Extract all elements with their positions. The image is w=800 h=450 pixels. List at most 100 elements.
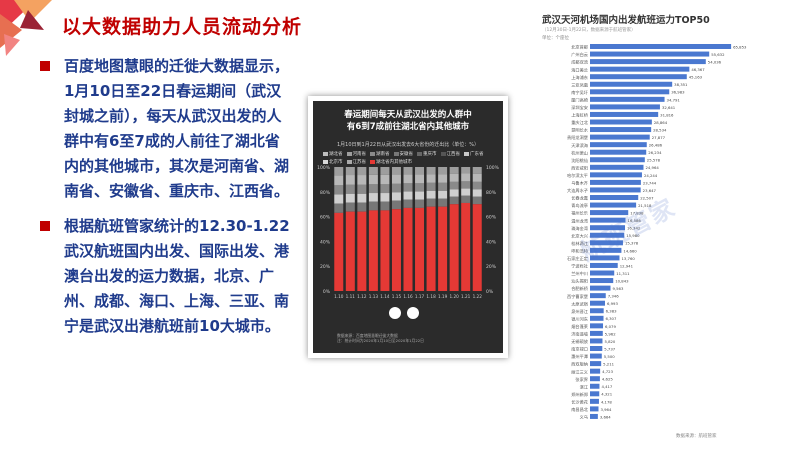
capacity-bar — [590, 74, 687, 80]
legend-label: 河南省 — [352, 152, 367, 157]
category-label: 惠州平潭 — [571, 353, 588, 360]
category-label: 沈阳桃仙 — [571, 157, 588, 164]
value-label: 3,964 — [600, 407, 611, 412]
y-tick-label: 100% — [317, 165, 331, 171]
legend-swatch — [417, 152, 422, 156]
legend-swatch — [464, 152, 469, 156]
y-tick-label: 40% — [486, 239, 497, 245]
capacity-bar — [590, 127, 652, 133]
x-tick-label: 1.14 — [380, 294, 390, 299]
value-label: 4,321 — [601, 392, 612, 397]
migration-chart-panel: 春运期间每天从武汉出发的人群中 有6到7成前往湖北省内其他城市 1月10日到1月… — [313, 101, 503, 353]
bar-segment-other — [426, 190, 436, 199]
x-tick-label: 1.11 — [346, 294, 356, 299]
value-label: 11,311 — [616, 271, 630, 276]
bar-segment-other — [426, 167, 436, 175]
bar-segment-other — [426, 174, 436, 183]
x-tick-label: 1.12 — [357, 294, 367, 299]
value-label: 31,816 — [660, 112, 674, 117]
category-label: 成都双流 — [571, 59, 589, 66]
y-tick-label: 80% — [486, 190, 497, 196]
category-label: 青岛流亭 — [571, 202, 588, 209]
capacity-bar — [590, 406, 599, 412]
bar-segment-other — [334, 194, 344, 204]
category-label: 珠海金湾 — [571, 225, 588, 232]
value-label: 34,791 — [667, 97, 681, 102]
value-label: 28,534 — [653, 127, 667, 132]
chart-subtitle: 1月10日到1月22日从武汉出发去6大省份的迁出比（单位：%） — [336, 142, 480, 148]
value-label: 45,163 — [689, 75, 703, 80]
value-label: 24,244 — [644, 173, 658, 178]
capacity-bar — [590, 391, 600, 397]
value-label: 36,983 — [671, 90, 685, 95]
capacity-bar — [590, 210, 629, 216]
value-label: 14,660 — [623, 248, 637, 253]
capacity-bar — [590, 330, 603, 336]
category-label: 无锡硕放 — [571, 338, 589, 345]
category-label: 汕头揭阳 — [571, 278, 588, 285]
bar-segment-other — [391, 192, 401, 201]
bar-segment-other — [403, 199, 413, 208]
capacity-bar — [590, 187, 641, 193]
legend-swatch — [346, 152, 352, 156]
bar-segment-other — [345, 184, 355, 194]
legend-swatch — [370, 160, 375, 164]
capacity-bar — [590, 353, 602, 359]
bar-segment-other — [380, 193, 390, 202]
x-tick-label: 1.17 — [415, 294, 425, 299]
bar-segment-other — [461, 188, 471, 196]
category-label: 重庆江北 — [571, 119, 589, 126]
value-label: 10,843 — [615, 278, 629, 283]
top50-chart-subtitle: （12月30日-1月22日，数据来源于航班管家） — [542, 28, 636, 33]
category-label: 厦门高崎 — [571, 96, 589, 103]
bar-segment-other — [345, 167, 355, 176]
bar-segment-other — [403, 183, 413, 192]
top50-chart-footer: 数据来源：航班管家 — [676, 434, 717, 439]
legend-item: 湖北省内其他城市 — [370, 159, 412, 165]
bar-segment-other — [426, 198, 436, 207]
capacity-bar — [590, 270, 615, 276]
capacity-bar — [590, 262, 618, 268]
media-logo-icon — [407, 307, 419, 319]
bar-segment-other — [357, 167, 367, 176]
legend-item: 广东省 — [464, 151, 484, 157]
y-tick-label: 0% — [323, 289, 331, 295]
category-label: 昆明长水 — [571, 127, 589, 134]
category-label: 石家庄正定 — [567, 255, 588, 262]
legend-label: 安徽省 — [399, 152, 414, 157]
category-label: 西双版纳 — [571, 361, 588, 368]
value-label: 65,853 — [733, 44, 747, 49]
x-tick-label: 1.21 — [461, 294, 471, 299]
y-tick-label: 0% — [486, 289, 494, 295]
legend-item: 北京市 — [323, 159, 343, 165]
capacity-bar — [590, 142, 647, 148]
capacity-bar — [590, 323, 604, 329]
bar-segment-other — [415, 199, 425, 208]
capacity-bar — [590, 285, 611, 291]
x-tick-label: 1.10 — [334, 294, 344, 299]
bar-hubei-other-cities — [391, 209, 401, 291]
value-label: 6,383 — [606, 309, 617, 314]
category-label: 太原武宿 — [571, 300, 588, 307]
value-label: 16,342 — [627, 226, 641, 231]
bar-segment-other — [380, 201, 390, 211]
bar-segment-other — [449, 167, 459, 174]
capacity-bar — [590, 164, 644, 170]
category-label: 西宁曹家堡 — [567, 293, 589, 300]
bullet-square-icon — [40, 61, 50, 71]
legend-label: 湖南省 — [376, 152, 390, 157]
x-tick-label: 1.19 — [438, 294, 448, 299]
bar-segment-other — [357, 193, 367, 203]
value-label: 7,346 — [608, 294, 619, 299]
chart-legend: 湖北省 河南省 湖南省 安徽省 重庆市 江西省 广东省 北京市 江苏省 湖北省内其他城市 — [323, 151, 493, 165]
category-label: 海口美兰 — [571, 66, 588, 73]
category-label: 三亚凤凰 — [571, 82, 589, 88]
capacity-bar — [590, 413, 598, 419]
category-label: 南宁吴圩 — [571, 89, 589, 96]
bar-segment-other — [391, 174, 401, 184]
category-label: 广州白云 — [571, 51, 588, 58]
legend-label: 广东省 — [470, 152, 484, 157]
y-tick-label: 60% — [486, 215, 497, 221]
legend-label: 湖北省内其他城市 — [376, 160, 412, 165]
bar-segment-other — [472, 167, 482, 174]
